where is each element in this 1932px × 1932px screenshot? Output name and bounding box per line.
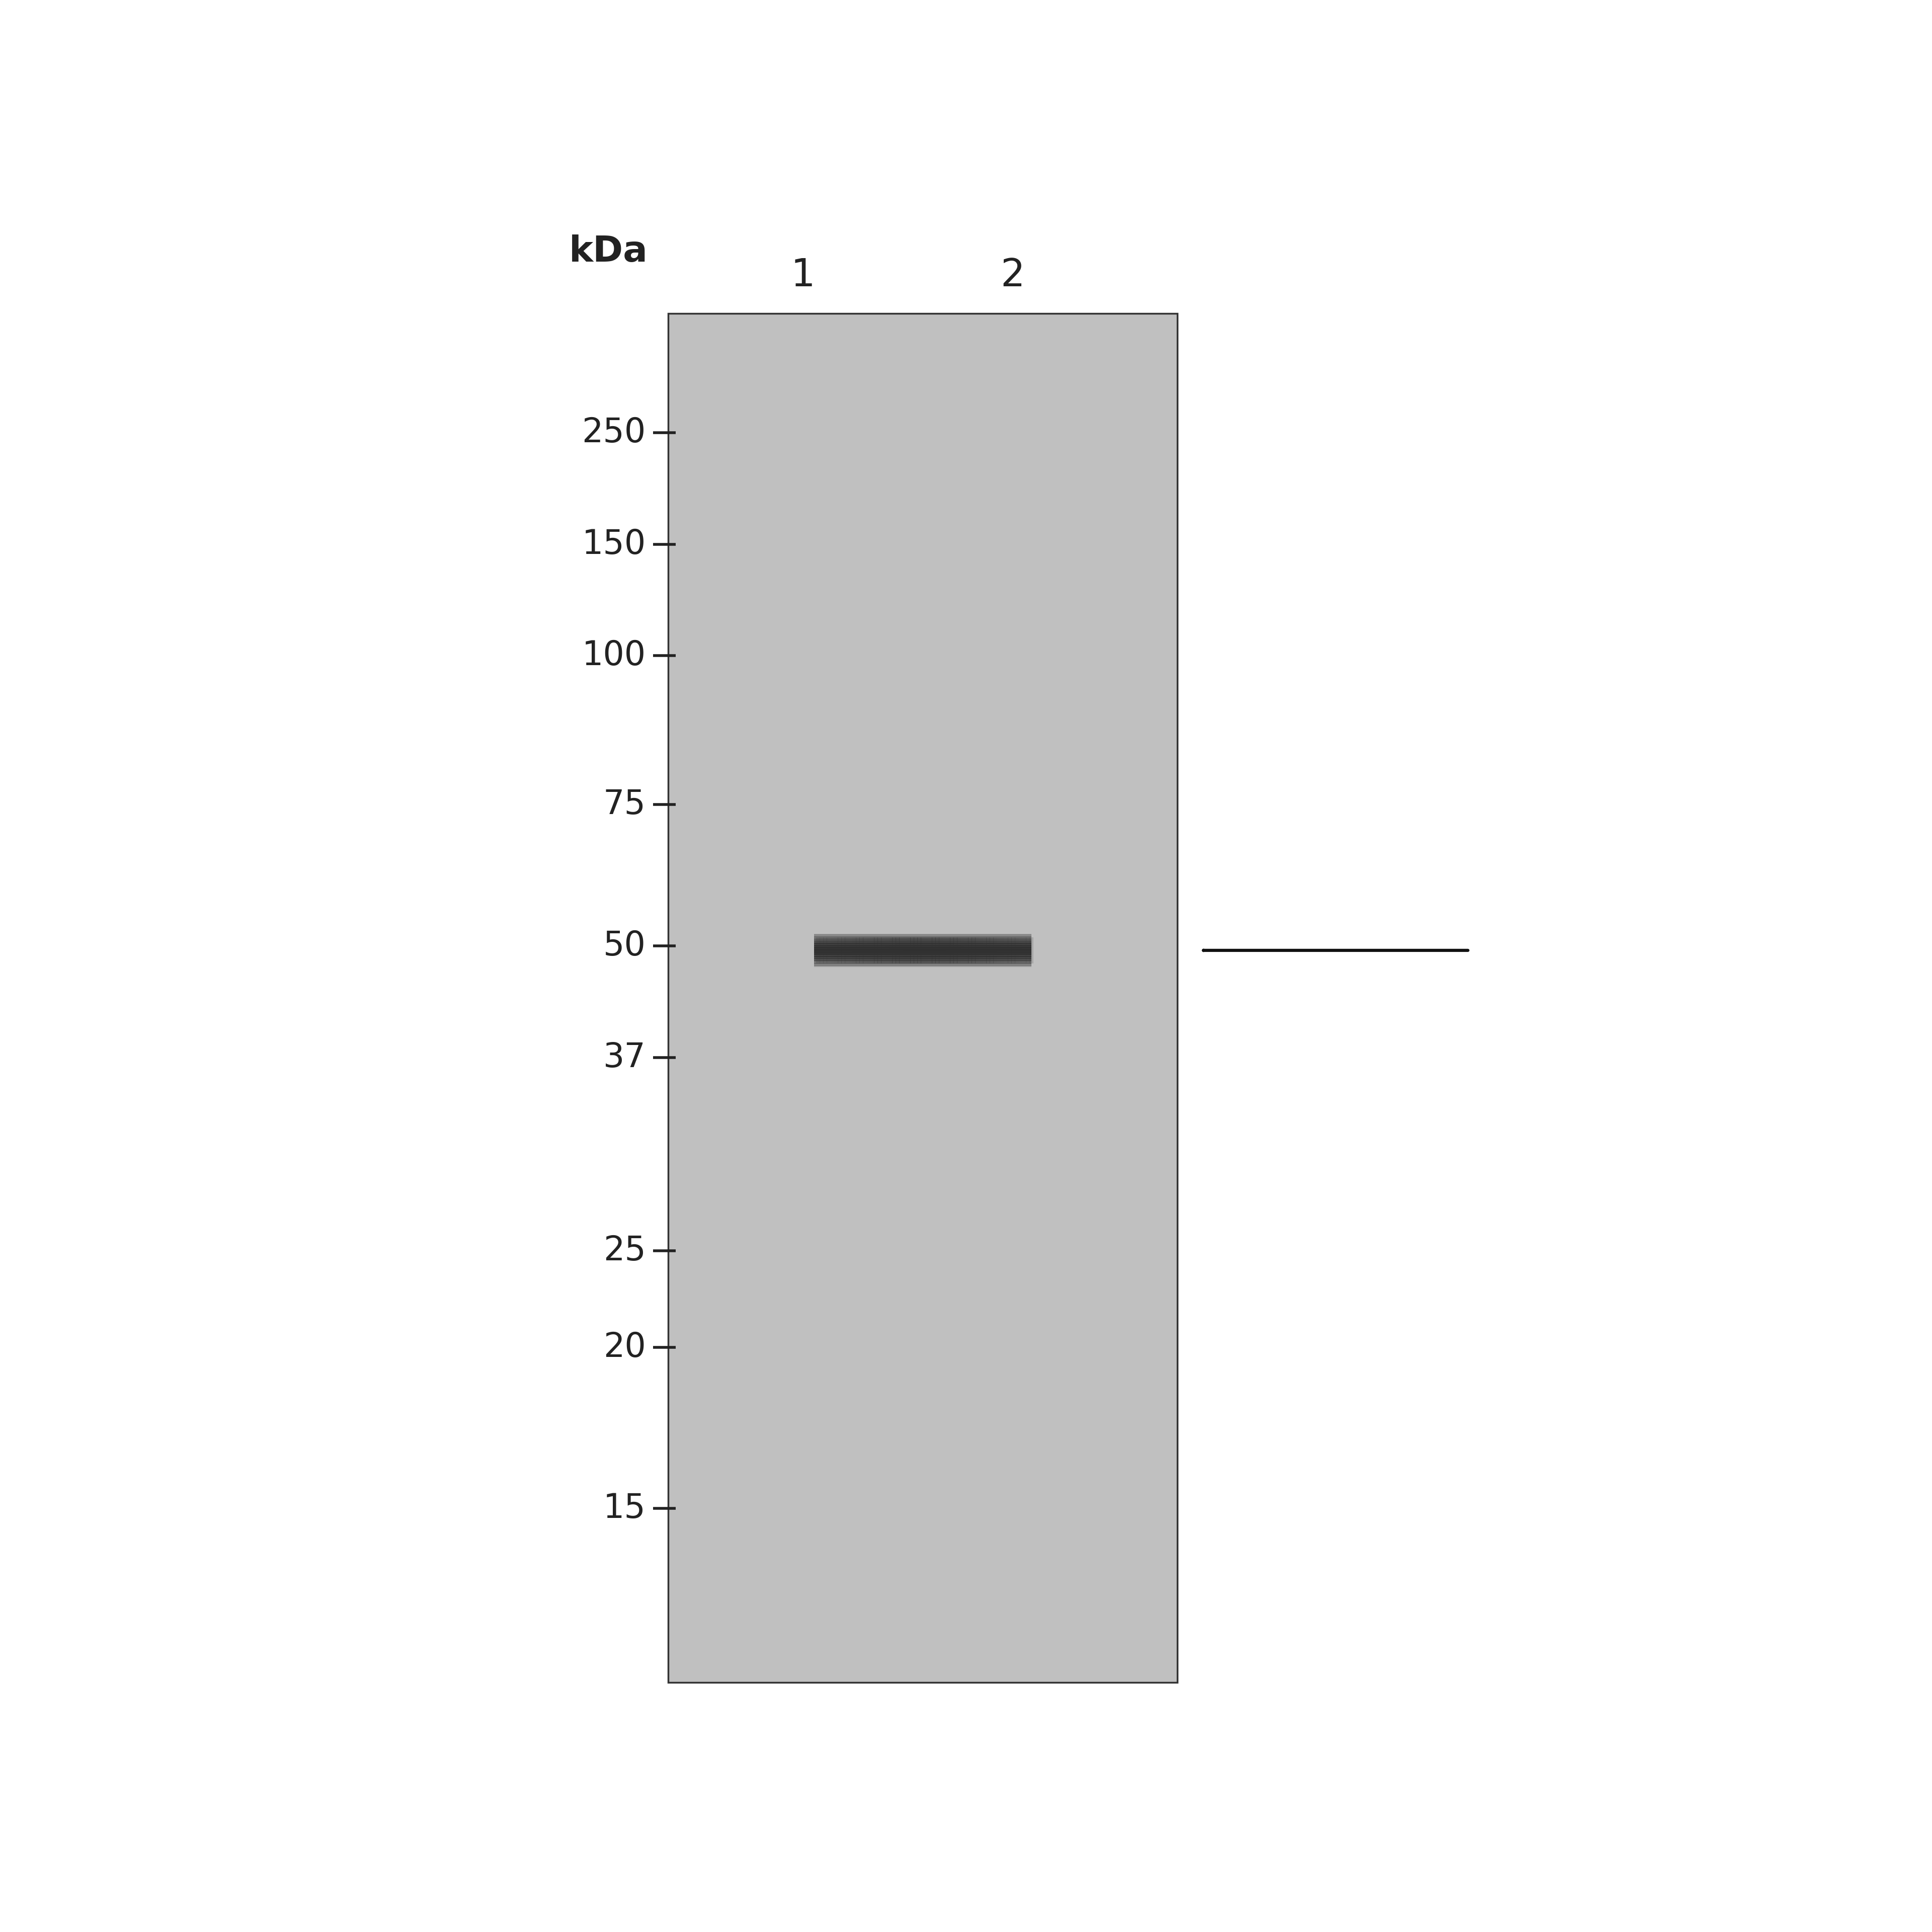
Text: 15: 15 bbox=[603, 1492, 645, 1524]
Bar bbox=[927, 937, 931, 964]
Bar bbox=[935, 937, 939, 964]
Bar bbox=[951, 937, 954, 964]
Bar bbox=[931, 937, 935, 964]
Bar bbox=[668, 313, 1177, 1683]
Bar bbox=[983, 937, 987, 964]
Bar bbox=[896, 937, 900, 964]
Bar bbox=[889, 937, 893, 964]
Bar bbox=[844, 937, 848, 964]
Bar bbox=[1018, 937, 1022, 964]
Bar bbox=[943, 937, 947, 964]
Bar bbox=[918, 937, 922, 964]
Bar bbox=[1012, 937, 1016, 964]
Bar bbox=[860, 937, 864, 964]
Bar bbox=[869, 937, 873, 964]
Bar bbox=[856, 937, 860, 964]
Text: 50: 50 bbox=[603, 929, 645, 962]
Bar bbox=[835, 937, 838, 964]
Bar bbox=[840, 937, 846, 964]
Text: 150: 150 bbox=[582, 527, 645, 560]
Bar bbox=[914, 937, 918, 964]
Text: 1: 1 bbox=[790, 257, 815, 294]
Bar bbox=[1026, 937, 1030, 964]
Bar bbox=[956, 937, 960, 964]
Bar bbox=[852, 937, 856, 964]
Bar bbox=[819, 937, 823, 964]
Bar bbox=[993, 937, 997, 964]
Bar bbox=[902, 937, 906, 964]
Bar bbox=[831, 937, 835, 964]
Bar bbox=[989, 937, 993, 964]
Bar bbox=[976, 937, 980, 964]
Bar bbox=[827, 937, 831, 964]
Bar bbox=[910, 937, 914, 964]
Bar bbox=[823, 937, 827, 964]
Bar bbox=[906, 937, 910, 964]
Text: kDa: kDa bbox=[568, 234, 647, 269]
Text: 20: 20 bbox=[603, 1331, 645, 1364]
Bar bbox=[985, 937, 989, 964]
Bar bbox=[939, 937, 943, 964]
Bar bbox=[960, 937, 964, 964]
Bar bbox=[922, 937, 925, 964]
Bar bbox=[964, 937, 968, 964]
Bar bbox=[873, 937, 877, 964]
Bar bbox=[954, 937, 958, 964]
Text: 100: 100 bbox=[582, 639, 645, 672]
Bar bbox=[1005, 937, 1009, 964]
Bar bbox=[893, 937, 896, 964]
Bar bbox=[838, 937, 842, 964]
Text: 75: 75 bbox=[603, 788, 645, 821]
Bar bbox=[968, 937, 972, 964]
Bar bbox=[997, 937, 1001, 964]
Text: 2: 2 bbox=[1001, 257, 1024, 294]
Bar bbox=[867, 937, 871, 964]
Bar bbox=[925, 937, 929, 964]
Bar bbox=[1014, 937, 1018, 964]
Bar bbox=[864, 937, 867, 964]
Text: 250: 250 bbox=[582, 415, 645, 450]
Bar bbox=[1009, 937, 1012, 964]
Bar bbox=[881, 937, 885, 964]
Bar bbox=[815, 937, 819, 964]
Bar bbox=[947, 937, 951, 964]
Bar bbox=[898, 937, 902, 964]
Bar bbox=[1022, 937, 1026, 964]
Bar bbox=[885, 937, 889, 964]
Bar bbox=[1030, 937, 1034, 964]
Bar bbox=[980, 937, 983, 964]
Text: 25: 25 bbox=[603, 1235, 645, 1267]
Text: 37: 37 bbox=[603, 1041, 645, 1074]
Bar bbox=[877, 937, 881, 964]
Bar bbox=[972, 937, 976, 964]
Bar bbox=[848, 937, 852, 964]
Bar bbox=[1001, 937, 1005, 964]
